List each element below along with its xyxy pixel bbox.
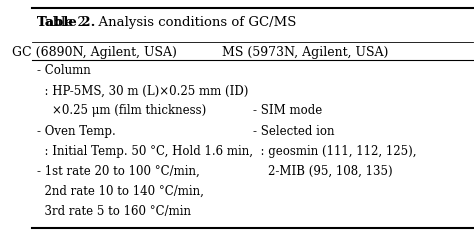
Text: - Selected ion: - Selected ion [253, 124, 334, 138]
Text: - Oven Temp.: - Oven Temp. [37, 124, 116, 138]
Text: 3rd rate 5 to 160 °C/min: 3rd rate 5 to 160 °C/min [37, 205, 191, 218]
Text: MS (5973N, Agilent, USA): MS (5973N, Agilent, USA) [222, 46, 389, 59]
Text: : HP-5MS, 30 m (L)×0.25 mm (ID): : HP-5MS, 30 m (L)×0.25 mm (ID) [37, 84, 248, 97]
Text: - 1st rate 20 to 100 °C/min,: - 1st rate 20 to 100 °C/min, [37, 165, 200, 178]
Text: Table 2.: Table 2. [37, 16, 95, 29]
Text: GC (6890N, Agilent, USA): GC (6890N, Agilent, USA) [11, 46, 176, 59]
Text: 2-MIB (95, 108, 135): 2-MIB (95, 108, 135) [253, 165, 392, 178]
Text: : geosmin (111, 112, 125),: : geosmin (111, 112, 125), [253, 145, 416, 158]
Text: - Column: - Column [37, 64, 91, 77]
Text: 2nd rate 10 to 140 °C/min,: 2nd rate 10 to 140 °C/min, [37, 185, 204, 198]
Text: : Initial Temp. 50 °C, Hold 1.6 min,: : Initial Temp. 50 °C, Hold 1.6 min, [37, 145, 253, 158]
Text: - SIM mode: - SIM mode [253, 105, 322, 117]
Text: Table 2.  Analysis conditions of GC/MS: Table 2. Analysis conditions of GC/MS [37, 16, 296, 29]
Text: ×0.25 μm (film thickness): ×0.25 μm (film thickness) [37, 105, 206, 117]
